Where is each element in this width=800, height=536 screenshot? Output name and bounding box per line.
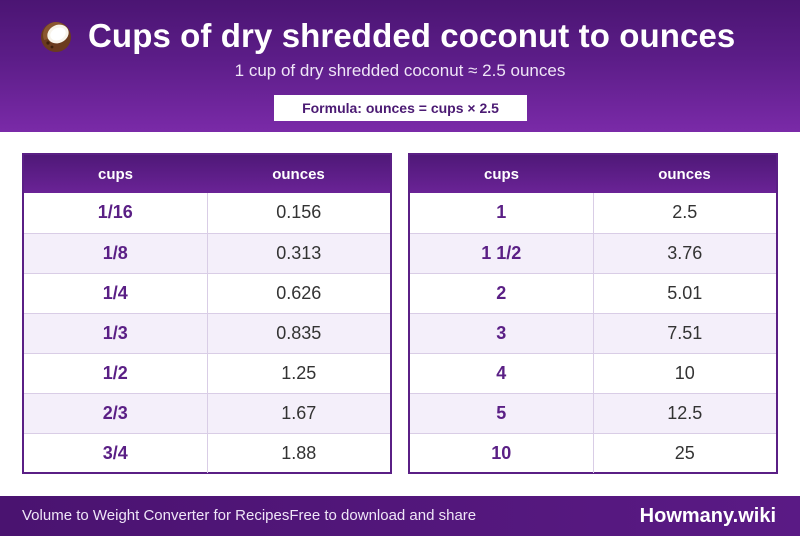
brand-link[interactable]: Howmany.wiki bbox=[639, 505, 776, 527]
table-row: 1/16 0.156 bbox=[24, 193, 390, 233]
footer-text: Volume to Weight Converter for RecipesFr… bbox=[22, 496, 476, 536]
footer-bar: Volume to Weight Converter for RecipesFr… bbox=[0, 496, 800, 536]
footer-converter-name: Volume to Weight Converter for Recipes bbox=[22, 507, 290, 524]
ounces-cell: 7.51 bbox=[593, 312, 776, 353]
table-row: 3 7.51 bbox=[410, 312, 776, 353]
ounces-cell: 1.67 bbox=[207, 392, 390, 433]
ounces-cell: 0.156 bbox=[276, 202, 322, 223]
table-row: 1 2.5 bbox=[410, 193, 776, 233]
table-row: 4 10 bbox=[410, 352, 776, 393]
table-row: 2/3 1.67 bbox=[24, 392, 390, 433]
table-row: 1/4 0.626 bbox=[24, 272, 390, 313]
ounces-cell: 0.626 bbox=[207, 272, 390, 313]
title-row: Cups of dry shredded coconut to ounces bbox=[0, 14, 800, 58]
cups-cell: 1/2 bbox=[24, 352, 208, 393]
cups-cell: 5 bbox=[410, 392, 594, 433]
table-row: 1 1/2 3.76 bbox=[410, 232, 776, 273]
table-row: 1/2 1.25 bbox=[24, 352, 390, 393]
footer-share-note: Free to download and share bbox=[289, 507, 477, 524]
conversion-table-right: cups ounces 1 2.5 1 1/2 3.76 2 5.01 3 7.51 4… bbox=[408, 153, 778, 474]
table-row: 1/3 0.835 bbox=[24, 312, 390, 353]
ounces-cell: 1.25 bbox=[207, 352, 390, 393]
formula-badge: Formula: ounces = cups × 2.5 bbox=[274, 95, 527, 121]
cups-cell: 1/4 bbox=[24, 272, 208, 313]
ounces-cell: 5.01 bbox=[593, 272, 776, 313]
table-row: 3/4 1.88 bbox=[24, 432, 390, 473]
header-banner: Cups of dry shredded coconut to ounces 1… bbox=[0, 0, 800, 132]
cups-cell: 1 1/2 bbox=[410, 232, 594, 273]
cups-cell: 10 bbox=[410, 432, 594, 473]
ounces-cell: 1.88 bbox=[207, 432, 390, 473]
ounces-cell: 12.5 bbox=[593, 392, 776, 433]
cups-cell: 1/3 bbox=[24, 312, 208, 353]
column-header-ounces: ounces bbox=[207, 155, 390, 193]
table-row: 5 12.5 bbox=[410, 392, 776, 433]
cups-cell: 1/16 bbox=[24, 193, 208, 233]
table-row: 10 25 bbox=[410, 432, 776, 473]
ounces-cell: 0.313 bbox=[207, 232, 390, 273]
cups-cell: 2/3 bbox=[24, 392, 208, 433]
ounces-cell: 2.5 bbox=[672, 202, 698, 223]
cups-cell: 3/4 bbox=[24, 432, 208, 473]
page-title: Cups of dry shredded coconut to ounces bbox=[88, 17, 736, 54]
column-header-cups: cups bbox=[24, 155, 207, 193]
table-header-row: cups ounces bbox=[24, 155, 390, 193]
ounces-cell: 0.835 bbox=[207, 312, 390, 353]
table-row: 2 5.01 bbox=[410, 272, 776, 313]
coconut-icon bbox=[36, 16, 76, 56]
conversion-table-left: cups ounces 1/16 0.156 1/8 0.313 1/4 0.626 … bbox=[22, 153, 392, 474]
cups-cell: 3 bbox=[410, 312, 594, 353]
ounces-cell: 10 bbox=[593, 352, 776, 393]
table-header-row: cups ounces bbox=[410, 155, 776, 193]
ounces-cell: 25 bbox=[593, 432, 776, 473]
column-header-cups: cups bbox=[410, 155, 593, 193]
cups-cell: 4 bbox=[410, 352, 594, 393]
table-row: 1/8 0.313 bbox=[24, 232, 390, 273]
cups-cell: 1/8 bbox=[24, 232, 208, 273]
page-subtitle: 1 cup of dry shredded coconut ≈ 2.5 ounc… bbox=[234, 61, 566, 80]
cups-cell: 2 bbox=[410, 272, 594, 313]
cups-cell: 1 bbox=[410, 193, 594, 233]
ounces-cell: 3.76 bbox=[593, 232, 776, 273]
column-header-ounces: ounces bbox=[593, 155, 776, 193]
